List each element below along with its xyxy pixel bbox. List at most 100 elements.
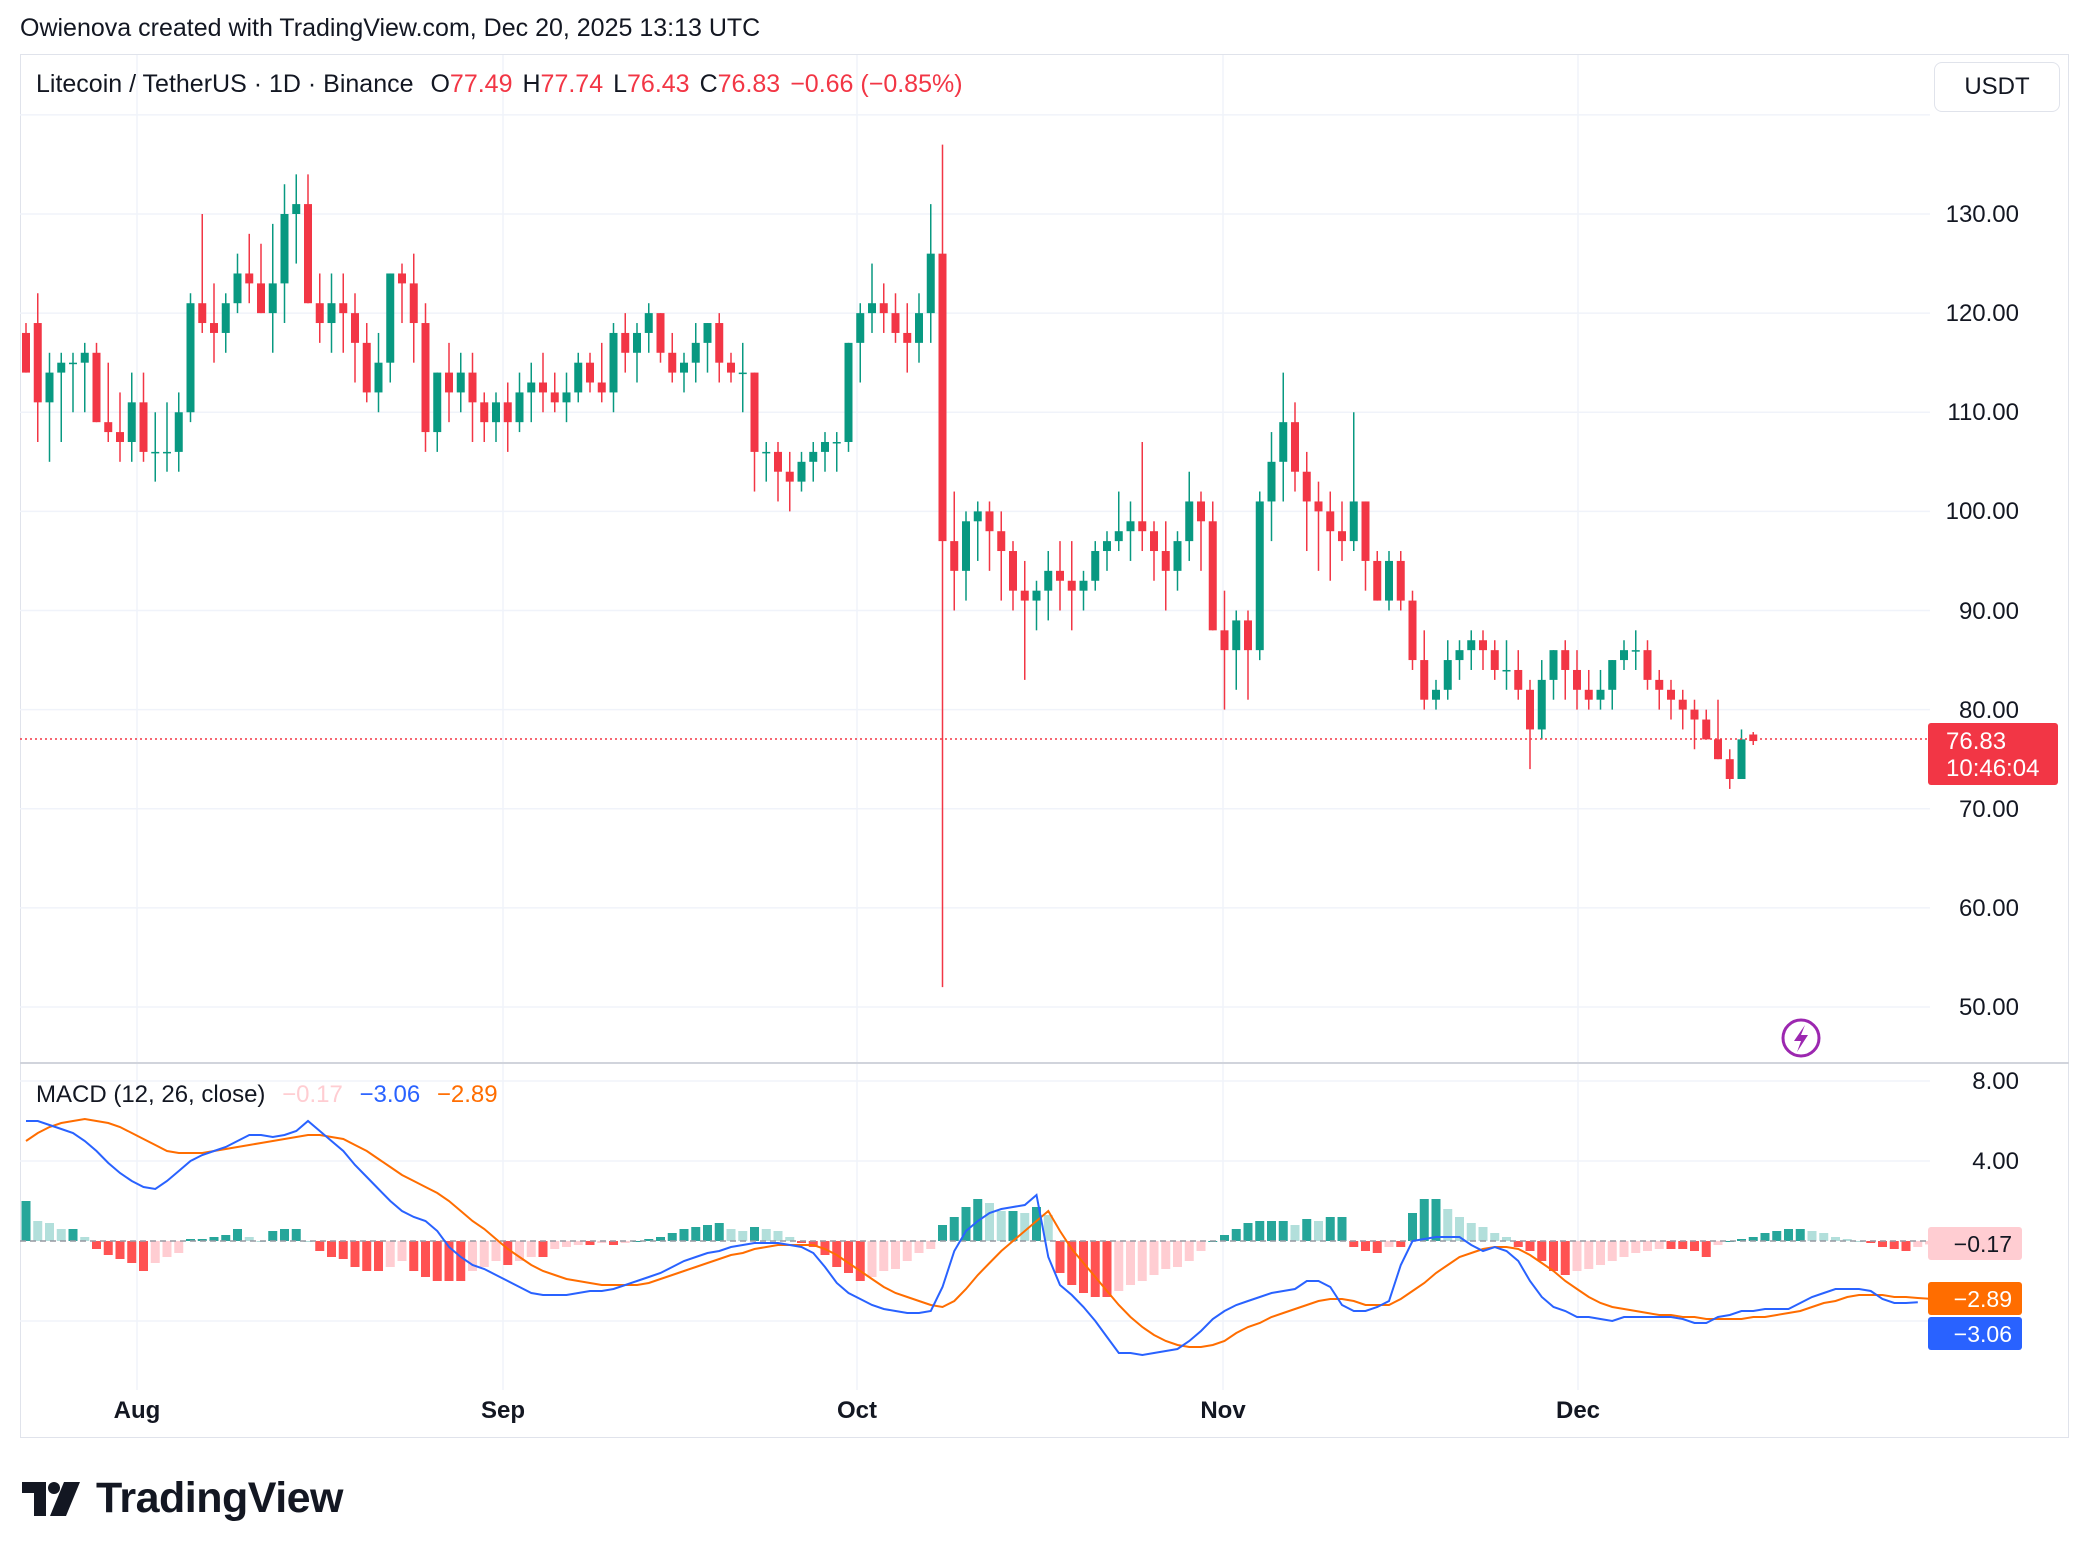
macd-tick: 8.00 bbox=[1972, 1068, 2019, 1095]
candle-body bbox=[1702, 719, 1711, 740]
macd-histogram-bar bbox=[1361, 1241, 1370, 1251]
candle bbox=[57, 352, 66, 442]
candle-body bbox=[539, 382, 547, 393]
candle bbox=[409, 253, 418, 363]
candle bbox=[1279, 372, 1288, 502]
macd-histogram-value: −0.17 bbox=[282, 1081, 343, 1108]
macd-histogram-bar bbox=[1431, 1199, 1441, 1241]
candle-body bbox=[1197, 501, 1205, 522]
candle-body bbox=[926, 253, 935, 314]
candle-body bbox=[1220, 630, 1229, 651]
macd-histogram-bar bbox=[421, 1241, 430, 1277]
macd-histogram-bar bbox=[1537, 1241, 1547, 1261]
symbol-title[interactable]: Litecoin / TetherUS · 1D · Binance bbox=[36, 70, 414, 98]
price-tick: 130.00 bbox=[1946, 201, 2019, 228]
macd-histogram-bar bbox=[1455, 1217, 1464, 1241]
open-value: 77.49 bbox=[449, 70, 513, 98]
candle bbox=[1678, 689, 1687, 730]
candle-body bbox=[844, 342, 853, 442]
close-value: 76.83 bbox=[717, 70, 781, 98]
macd-histogram-bar bbox=[1690, 1241, 1699, 1251]
chart-frame[interactable] bbox=[20, 54, 2069, 1438]
macd-histogram-bar bbox=[550, 1241, 560, 1249]
macd-histogram-bar bbox=[526, 1241, 536, 1257]
signal-line bbox=[25, 1117, 1930, 1348]
candle bbox=[950, 491, 959, 611]
macd-histogram-bar bbox=[938, 1225, 947, 1241]
candle bbox=[315, 273, 324, 343]
macd-title[interactable]: MACD (12, 26, close) bbox=[36, 1081, 266, 1108]
candle-body bbox=[69, 362, 77, 365]
candle bbox=[1232, 610, 1241, 690]
candle-body bbox=[797, 461, 806, 482]
macd-histogram-bar bbox=[961, 1207, 971, 1241]
candle-body bbox=[503, 402, 512, 423]
macd-histogram-bar bbox=[573, 1241, 583, 1245]
tradingview-logo[interactable]: TradingView bbox=[22, 1474, 344, 1523]
flash-icon[interactable] bbox=[1781, 1018, 1821, 1058]
candle bbox=[1631, 630, 1640, 670]
currency-button[interactable]: USDT bbox=[1934, 62, 2060, 112]
candle-body bbox=[268, 283, 277, 314]
candle-body bbox=[362, 342, 371, 393]
candle bbox=[1044, 551, 1053, 621]
candle-body bbox=[515, 392, 524, 423]
candle-body bbox=[1467, 640, 1476, 651]
macd-histogram-bar bbox=[726, 1229, 736, 1241]
candle-body bbox=[821, 441, 829, 452]
candle-body bbox=[597, 382, 606, 393]
candles bbox=[22, 144, 1758, 988]
candle bbox=[903, 303, 912, 373]
macd-histogram-bar bbox=[926, 1241, 936, 1249]
candle-body bbox=[785, 471, 794, 482]
candle-body bbox=[409, 283, 418, 324]
candle bbox=[785, 451, 794, 512]
macd-histogram-bar bbox=[1678, 1241, 1688, 1249]
candle bbox=[351, 293, 359, 383]
macd-histogram-bar bbox=[855, 1241, 865, 1281]
price-tick: 100.00 bbox=[1946, 498, 2019, 525]
candle-body bbox=[750, 372, 759, 452]
candle bbox=[1385, 551, 1393, 611]
candle-body bbox=[151, 451, 160, 454]
candle-body bbox=[891, 313, 900, 333]
macd-histogram-bar bbox=[397, 1241, 407, 1261]
candle bbox=[1032, 580, 1041, 631]
tradingview-logo-icon bbox=[22, 1481, 80, 1516]
candle-body bbox=[962, 521, 970, 571]
candle-body bbox=[1126, 521, 1135, 532]
candle-body bbox=[1385, 560, 1393, 601]
candle bbox=[1655, 669, 1664, 710]
candle bbox=[456, 352, 465, 413]
candle bbox=[774, 441, 782, 502]
price-tick: 80.00 bbox=[1959, 697, 2019, 724]
candle bbox=[127, 372, 136, 462]
candle-body bbox=[198, 303, 207, 324]
candle bbox=[1150, 521, 1158, 581]
macd-histogram-bar bbox=[385, 1241, 395, 1267]
macd-histogram-bar bbox=[1913, 1241, 1923, 1247]
candle bbox=[1526, 679, 1534, 770]
candle bbox=[1490, 640, 1499, 680]
candle-body bbox=[727, 362, 735, 373]
candle-body bbox=[57, 362, 66, 373]
macd-histogram-bar bbox=[1278, 1221, 1288, 1241]
candle bbox=[339, 273, 348, 353]
candle bbox=[691, 323, 700, 383]
candle-body bbox=[1173, 541, 1182, 571]
candle bbox=[797, 451, 806, 492]
candle bbox=[1420, 630, 1429, 710]
macd-histogram-bar bbox=[1525, 1241, 1535, 1251]
candle-body bbox=[116, 432, 124, 442]
candle-body bbox=[1114, 531, 1123, 542]
macd-histogram-bar bbox=[1008, 1211, 1018, 1241]
macd-histogram-bar bbox=[162, 1241, 172, 1257]
candle-body bbox=[339, 303, 348, 314]
close-label: C bbox=[699, 70, 718, 98]
macd-histogram-bar bbox=[1901, 1241, 1911, 1251]
candle-body bbox=[1514, 669, 1523, 690]
candle-body bbox=[973, 511, 982, 522]
candle-body bbox=[1338, 531, 1346, 542]
candle-body bbox=[1161, 551, 1170, 571]
